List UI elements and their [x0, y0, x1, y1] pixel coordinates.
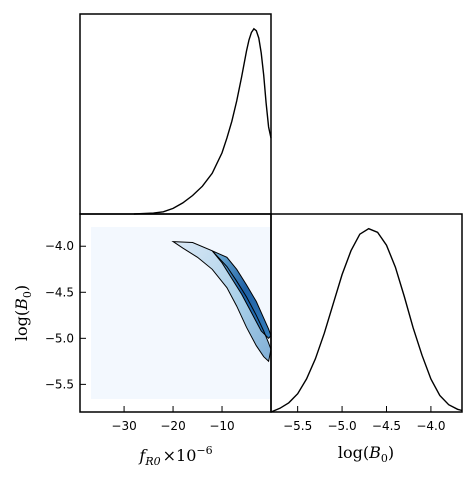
- bottom-right-x-ticks: −5.5 −5.0 −4.5 −4.0: [283, 406, 445, 433]
- x-tick-label: −10: [209, 419, 234, 433]
- y-tick-label: −4.5: [45, 285, 74, 299]
- top-left-frame: [79, 13, 272, 215]
- x-tick-label: −4.5: [372, 419, 401, 433]
- x-tick-label: −5.5: [283, 419, 312, 433]
- contour-inner-line: [211, 250, 271, 340]
- fr0-marginal-curve: [133, 27, 272, 215]
- x-tick-label: −5.0: [327, 419, 356, 433]
- panel-top-left: [79, 13, 272, 215]
- x-axis-label-fr0: fR0 ×10−6: [138, 444, 212, 468]
- bottom-left-y-ticks: −4.0 −4.5 −5.0 −5.5: [45, 239, 86, 391]
- x-tick-label: −30: [111, 419, 136, 433]
- bottom-right-frame: [270, 213, 463, 413]
- y-tick-label: −4.0: [45, 239, 74, 253]
- contour-outer-fill: [173, 241, 271, 362]
- y-tick-label: −5.5: [45, 377, 74, 391]
- x-tick-label: −20: [160, 419, 185, 433]
- panel-bottom-right: −5.5 −5.0 −4.5 −4.0: [270, 213, 463, 433]
- panel-bottom-left: −30 −20 −10 −4.0 −4.5 −5.0 −5.5: [45, 213, 272, 433]
- bottom-left-x-ticks: −30 −20 −10: [111, 406, 235, 433]
- contour-outer-line: [171, 241, 271, 363]
- logb0-marginal-curve: [270, 227, 463, 413]
- y-tick-label: −5.0: [45, 331, 74, 345]
- x-axis-label-logb0: log(B0): [338, 443, 394, 465]
- y-axis-label-logb0: log(B0): [12, 285, 34, 341]
- x-tick-label: −4.0: [416, 419, 445, 433]
